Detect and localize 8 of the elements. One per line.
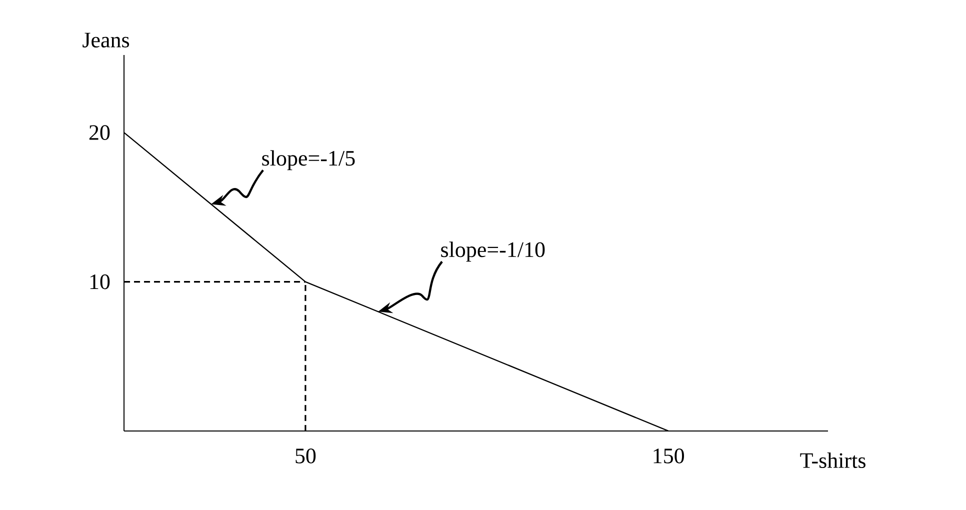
- annotation: slope=-1/10: [441, 242, 545, 262]
- annotation: slope=-1/5: [262, 150, 355, 170]
- y-tick-label: 10: [90, 274, 110, 290]
- x-tick-label: 50: [296, 448, 316, 464]
- y-axis-title: Jeans: [82, 32, 130, 48]
- y-tick-label: 20: [89, 125, 110, 140]
- x-axis-title: T-shirts: [800, 452, 866, 468]
- x-tick-label: 150: [654, 448, 684, 464]
